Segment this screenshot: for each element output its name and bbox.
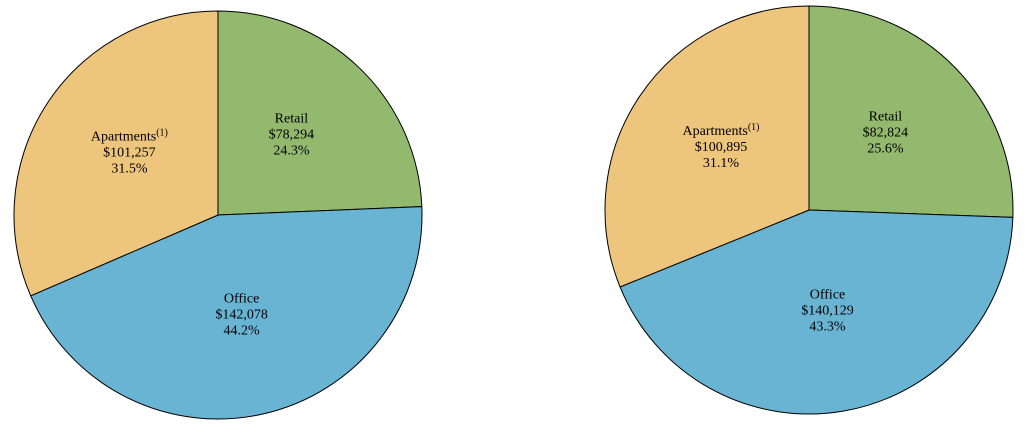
pie-1-percent-office: 44.2% [224,323,261,338]
pie-1-label-retail: Retail [275,112,309,127]
pie-2-label-apartments: Apartments(1) [683,122,760,139]
pie-2-slice-office [619,209,1014,415]
pie-2-percent-retail: 25.6% [867,141,904,156]
pie-1-amount-apartments: $101,257 [103,146,156,161]
pie-2-label-retail: Retail [869,109,903,124]
pie-1-label-apartments: Apartments(1) [91,128,168,145]
slice-name: Office [810,288,846,303]
pie-1-slice-retail [217,10,423,216]
slice-name: Office [224,291,260,306]
pie-2-slice-apartments [604,5,810,288]
pie-1-slice-office [30,206,423,420]
pie-2-amount-retail: $82,824 [863,125,909,140]
pie-1-percent-apartments: 31.5% [111,162,148,177]
pie-2-amount-apartments: $100,895 [695,140,748,155]
slice-footnote-marker: (1) [748,122,760,133]
pie-2-percent-office: 43.3% [809,320,846,335]
pie-2-amount-office: $140,129 [801,304,854,319]
slice-name: Apartments [683,124,748,139]
pie-2-label-office: Office [810,288,846,303]
pie-1-amount-office: $142,078 [215,307,268,322]
slice-name: Retail [275,112,309,127]
pie-1-amount-retail: $78,294 [269,128,315,143]
pie-1-label-office: Office [224,291,260,306]
slice-footnote-marker: (1) [156,128,168,139]
pie-1-percent-retail: 24.3% [273,144,310,159]
slice-name: Apartments [91,130,156,145]
pie-2-percent-apartments: 31.1% [703,156,740,171]
pie-2-slice-retail [808,5,1014,218]
pie-1-slice-apartments [13,10,219,297]
slice-name: Retail [869,109,903,124]
